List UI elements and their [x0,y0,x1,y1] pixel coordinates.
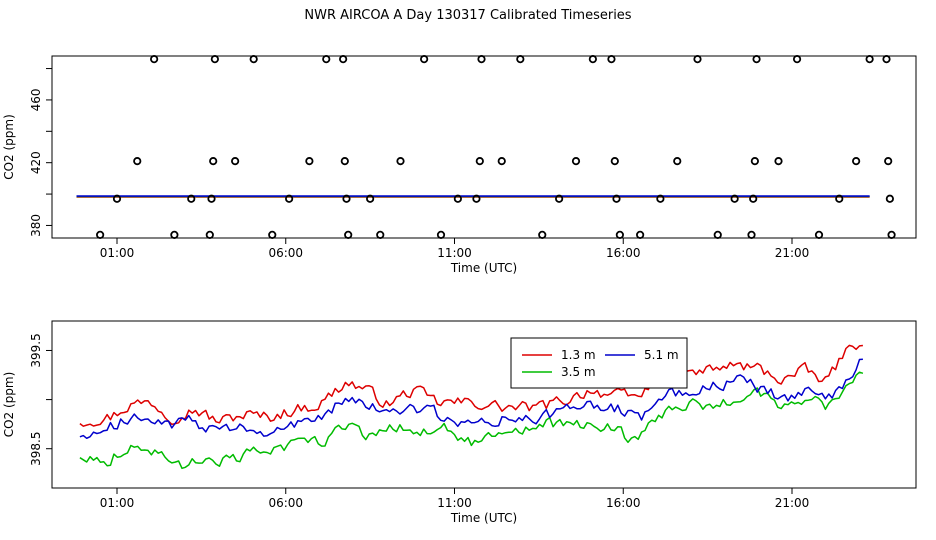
chart-panel-1: 01:00 06:00 11:00 16:00 21:00 Time (UTC) 380 42… [2,55,917,275]
data-point [792,55,802,64]
data-point [588,55,597,64]
data-point [268,230,277,239]
chart-panel-2: 01:00 06:00 11:00 16:00 21:00 Time (UTC) 398.5… [2,320,917,525]
x-tick-label: 11:00 [437,246,472,260]
data-point [475,157,484,166]
legend: 1.3 m 3.5 m 5.1 m [510,337,688,389]
y-axis-label: CO2 (ppm) [2,372,16,438]
data-point [774,157,783,166]
x-tick-label: 16:00 [606,496,641,510]
data-point [750,157,759,166]
data-point [376,230,385,239]
data-point [322,55,331,64]
y-tick-label: 460 [29,88,43,111]
x-tick-label: 11:00 [437,496,472,510]
data-point [835,194,844,203]
data-point [571,157,581,166]
data-point [207,194,216,203]
data-point [96,230,105,239]
data-point [730,194,739,203]
data-point [673,157,682,166]
data-point [231,157,240,166]
data-point [752,55,761,64]
data-point [749,194,758,203]
data-point [884,157,893,166]
data-point [636,230,645,239]
data-point [396,157,405,166]
x-axis-label: Time (UTC) [450,261,517,275]
x-axis-label: Time (UTC) [450,511,517,525]
legend-entry: 3.5 m [561,365,596,379]
x-tick-label: 01:00 [100,246,135,260]
plot-frame [51,320,917,489]
data-point [747,230,756,239]
data-point [205,230,214,239]
data-point [814,230,824,239]
data-point [612,194,621,203]
chart-title: NWR AIRCOA A Day 130317 Calibrated Times… [304,8,632,23]
x-tick-label: 06:00 [268,246,303,260]
data-point [713,230,722,239]
legend-entry: 1.3 m [561,348,596,362]
y-tick-label: 399.5 [29,333,43,367]
x-tick-label: 21:00 [775,246,810,260]
data-point [209,157,218,166]
data-point [187,194,196,203]
y-tick-label: 380 [29,214,43,237]
data-point [342,194,351,203]
data-point [420,55,429,64]
data-point [885,194,894,203]
data-point [305,157,314,166]
data-point [852,157,861,166]
data-point [344,230,353,239]
data-point [538,230,547,239]
legend-box [510,337,688,389]
data-point [285,194,294,203]
data-point [656,194,665,203]
data-point [610,157,619,166]
data-point [249,55,258,64]
x-tick-label: 16:00 [606,246,641,260]
legend-entry: 5.1 m [644,348,679,362]
data-point [693,55,702,64]
data-point [882,55,891,64]
plot-frame [51,55,917,239]
data-point [210,55,219,64]
data-point [477,55,486,64]
data-point [472,194,481,203]
data-point [555,194,564,203]
x-tick-label: 01:00 [100,496,135,510]
data-point [340,157,349,166]
data-point [887,230,896,239]
series-line-1-3-m [79,344,863,427]
data-point [607,55,616,64]
data-point [453,194,462,203]
data-point [497,157,506,166]
y-tick-label: 420 [29,151,43,174]
data-point [170,230,179,239]
data-point [865,55,874,64]
x-tick-label: 21:00 [775,496,810,510]
series-line-5-1-m [79,358,863,440]
data-point [436,230,446,239]
data-point [516,55,525,64]
data-point [133,157,142,166]
y-axis-label: CO2 (ppm) [2,114,16,180]
series-line-3-5-m [79,371,864,470]
data-point [150,55,159,64]
data-point [339,55,348,64]
data-point [112,194,122,203]
data-point [615,230,624,239]
x-tick-label: 06:00 [268,496,303,510]
y-tick-label: 398.5 [29,432,43,466]
data-point [366,194,375,203]
